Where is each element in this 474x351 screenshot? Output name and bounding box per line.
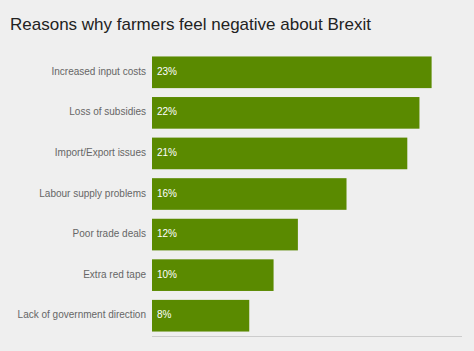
data-label: 10% [157,269,177,280]
bar [152,97,419,129]
data-label: 22% [157,106,177,117]
category-label: Extra red tape [83,269,146,280]
bars [152,56,432,331]
category-label: Labour supply problems [39,188,146,199]
bar [152,300,249,332]
data-label: 12% [157,228,177,239]
title: Reasons why farmers feel negative about … [10,15,371,34]
background [0,0,474,351]
bar [152,138,407,170]
data-label: 8% [157,309,172,320]
data-label: 23% [157,66,177,77]
category-label: Loss of subsidies [69,106,146,117]
data-label: 16% [157,188,177,199]
data-label: 21% [157,147,177,158]
labels: Lack of government direction 8% Extra red … [18,66,178,320]
category-label: Lack of government direction [18,309,146,320]
chart: Reasons why farmers feel negative about … [0,0,474,351]
category-label: Increased input costs [52,66,147,77]
category-label: Import/Export issues [55,147,146,158]
bar [152,178,347,210]
bar [152,56,432,88]
bar [152,259,274,291]
x-axis-line [152,336,462,337]
bar [152,219,298,251]
category-label: Poor trade deals [73,228,146,239]
